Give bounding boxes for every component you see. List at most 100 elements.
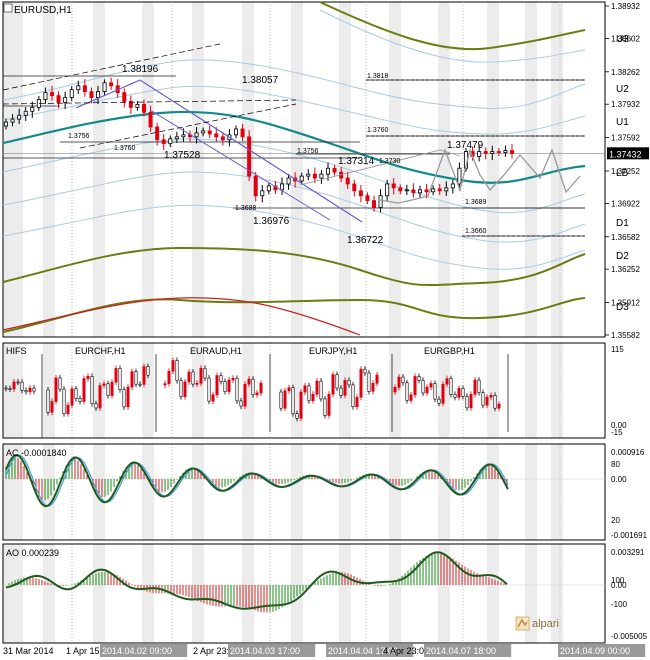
session-stripe: [389, 544, 401, 643]
candle-body: [96, 91, 101, 98]
hifs-candle-body: [363, 368, 367, 374]
hifs-candle-body: [441, 383, 445, 404]
hifs-candle-body: [343, 380, 347, 396]
y-tick-label: 1.35582: [611, 331, 640, 340]
hifs-candle-body: [167, 370, 171, 384]
y-tick-label: 1.35912: [611, 299, 640, 308]
y-tick-label: 1.37932: [611, 100, 640, 109]
ao-y-label: 0.00: [611, 581, 627, 590]
trendline-dashed: [2, 99, 297, 105]
hifs-candle-body: [457, 388, 461, 398]
session-stripe: [339, 444, 351, 540]
candle-body: [253, 175, 258, 197]
candle-body: [391, 183, 396, 189]
level-annotation: 1.3760: [114, 145, 136, 152]
hifs-candle-body: [307, 385, 311, 402]
candle-body: [240, 128, 245, 138]
hifs-candle-body: [102, 383, 106, 386]
candle-body: [496, 151, 501, 153]
hifs-candle-body: [355, 396, 359, 408]
price-annotation: 1.37314: [338, 156, 375, 167]
hifs-candle-body: [405, 382, 409, 401]
hifs-y-label: 115: [611, 345, 624, 354]
hifs-candle-body: [66, 404, 70, 414]
hifs-candle-body: [331, 374, 335, 395]
hifs-candle-body: [259, 382, 263, 394]
x-axis-label: 31 Mar 2014: [3, 646, 54, 656]
hifs-candle-body: [130, 371, 134, 388]
hifs-candle-body: [82, 378, 86, 402]
session-stripe: [43, 2, 55, 337]
y-tick-label: 1.38602: [611, 34, 640, 43]
hifs-candle-body: [106, 383, 110, 396]
x-axis-label: 2014.04.07 18:00: [426, 646, 496, 656]
candle-body: [365, 195, 370, 202]
hifs-candle-body: [146, 366, 150, 376]
hifs-candle-body: [303, 385, 307, 393]
hifs-candle-body: [58, 377, 62, 390]
band-d2: [2, 246, 586, 287]
trendline-dashed: [2, 43, 221, 91]
hifs-candle-body: [481, 392, 485, 406]
hifs-title: HIFS: [6, 346, 27, 356]
session-stripe: [43, 544, 55, 643]
hifs-candle-body: [28, 387, 32, 393]
hifs-candle-body: [219, 375, 223, 382]
hifs-candle-body: [138, 383, 142, 386]
hifs-candle-body: [347, 380, 351, 386]
brand-name: alpari: [532, 618, 559, 630]
price-annotation: 1.36976: [253, 216, 290, 227]
projection-zigzag: [379, 147, 581, 204]
y-tick-label: 1.36582: [611, 233, 640, 242]
level-annotation: 1.3756: [297, 148, 319, 155]
ac-y-label: 0.000916: [611, 448, 645, 457]
hifs-series-label: EURGBP,H1: [424, 346, 475, 356]
candle-body: [194, 132, 199, 138]
price-annotation: 1.37479: [447, 140, 484, 151]
hifs-candle-body: [417, 376, 421, 381]
hifs-candle-body: [191, 371, 195, 385]
candle-body: [437, 188, 442, 192]
candle-body: [23, 110, 28, 116]
hifs-candle-body: [16, 381, 20, 384]
projection-line: [299, 149, 461, 186]
candle-body: [424, 189, 429, 193]
hifs-candle-body: [142, 366, 146, 385]
price-annotation: 1.38196: [122, 64, 159, 75]
candle-body: [122, 92, 127, 102]
hifs-candle-body: [393, 387, 397, 393]
band-d3: [2, 297, 586, 333]
hifs-candle-body: [163, 383, 167, 386]
hifs-candle-body: [485, 396, 489, 406]
candle-body: [220, 136, 225, 141]
x-axis-label: 2014.04.02 09:00: [102, 646, 172, 656]
y-tick-label: 1.37592: [611, 134, 640, 143]
hifs-candle-body: [4, 387, 8, 390]
y-tick-label: 1.38932: [611, 2, 640, 11]
alpari-logo-mark: [517, 618, 528, 628]
ao-pane-frame: [2, 543, 606, 644]
band-label: U3: [616, 34, 629, 45]
brand-logo: alpari: [515, 616, 559, 631]
hifs-candle-body: [319, 380, 323, 400]
ac-y-label: 20: [611, 516, 620, 525]
ac-main-line: [5, 454, 509, 508]
hifs-candle-body: [231, 377, 235, 381]
candle-body: [286, 177, 291, 185]
hifs-candle-body: [461, 388, 465, 397]
session-stripe: [551, 343, 563, 438]
hifs-candle-body: [449, 378, 453, 395]
candle-body: [378, 195, 383, 208]
candle-body: [168, 138, 173, 145]
hifs-candle-body: [20, 381, 24, 391]
candle-body: [109, 82, 114, 87]
candle-body: [207, 130, 212, 135]
y-tick-label: 1.37252: [611, 167, 640, 176]
candle-body: [17, 114, 22, 120]
session-stripe: [525, 343, 537, 438]
candle-body: [233, 128, 238, 136]
candle-body: [181, 134, 186, 138]
hifs-candle-body: [94, 403, 98, 409]
price-annotation: 1.36722: [347, 235, 384, 246]
